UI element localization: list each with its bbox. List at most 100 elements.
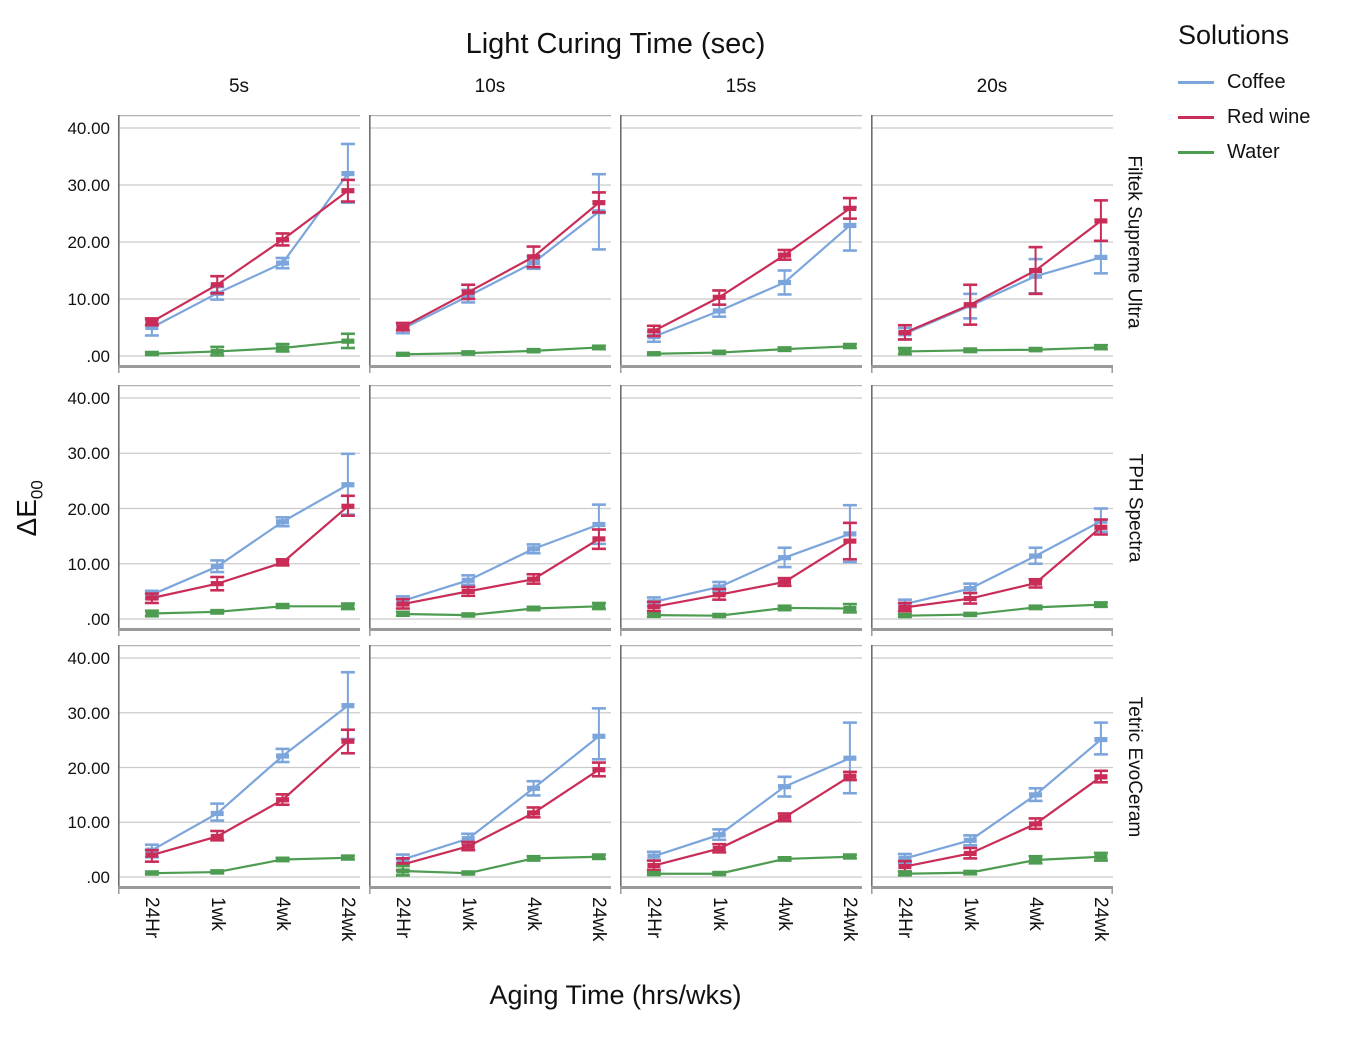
y-tick-label: 20.00 (67, 233, 110, 252)
data-point-marker (461, 870, 475, 876)
series-line (402, 201, 600, 328)
x-tick-label: 4wk (774, 897, 796, 931)
data-point-marker (647, 604, 661, 610)
data-point-marker (898, 855, 912, 861)
series-coffee (897, 239, 1108, 341)
y-tick-label: .00 (86, 868, 110, 887)
data-point-marker (712, 592, 726, 598)
data-point-marker (898, 330, 912, 336)
facet-row-label-text: Filtek Supreme Ultra (1124, 154, 1146, 329)
legend-title: Solutions (1178, 20, 1290, 50)
series-red-wine (897, 199, 1108, 341)
data-point-marker (341, 703, 355, 709)
data-point-marker (843, 755, 857, 761)
data-point-marker (712, 584, 726, 590)
data-point-marker (276, 260, 290, 266)
data-point-marker (461, 836, 475, 842)
facet-row-label: TPH Spectra (1120, 385, 1148, 631)
series-red-wine (646, 770, 857, 872)
data-point-marker (461, 289, 475, 295)
data-point-marker (1029, 580, 1043, 586)
data-point-marker (341, 188, 355, 194)
data-point-marker (843, 773, 857, 779)
data-point-marker (210, 348, 224, 355)
data-point-marker (461, 612, 475, 618)
x-axis-title: Aging Time (hrs/wks) (489, 980, 742, 1010)
data-point-marker (145, 870, 159, 876)
y-axis-label: ΔE00 (6, 385, 52, 631)
data-point-marker (145, 610, 159, 617)
series-red-wine (395, 528, 606, 610)
facet-column-header: 15s (725, 76, 757, 97)
facet-panel (118, 645, 360, 894)
data-point-marker (647, 328, 661, 334)
data-point-marker (276, 519, 290, 525)
series-line (402, 768, 600, 866)
data-point-marker (843, 605, 857, 612)
series-line (402, 523, 600, 602)
x-tick-label: 24wk (588, 897, 610, 942)
series-line (904, 775, 1102, 868)
y-tick-label: .00 (86, 610, 110, 629)
series-line (151, 483, 349, 596)
facet-panel (369, 115, 611, 373)
data-point-marker (341, 503, 355, 509)
series-coffee (144, 670, 355, 859)
x-tick-label: 1wk (206, 897, 228, 931)
data-point-marker (210, 581, 224, 587)
x-tick-label: 4wk (272, 897, 294, 931)
data-point-marker (396, 868, 410, 874)
series-line (151, 605, 348, 615)
series-line (653, 532, 851, 603)
facet-row-label: Filtek Supreme Ultra (1120, 115, 1148, 368)
data-point-marker (843, 222, 857, 229)
series-water (646, 342, 857, 357)
y-tick-label: 10.00 (67, 290, 110, 309)
series-line (904, 256, 1102, 335)
series-line (151, 740, 349, 857)
data-point-marker (712, 845, 726, 852)
facet-panel (620, 385, 862, 636)
y-tick-label: 30.00 (67, 444, 110, 464)
data-point-marker (527, 254, 541, 260)
series-red-wine (646, 196, 857, 338)
series-red-wine (897, 518, 1108, 613)
series-coffee (897, 507, 1108, 610)
data-point-marker (145, 319, 159, 325)
data-point-marker (647, 862, 661, 869)
legend: Solutions Coffee Red wine Water (1178, 20, 1353, 170)
data-point-marker (712, 349, 726, 356)
data-point-marker (963, 611, 977, 618)
series-line (653, 855, 850, 875)
data-point-marker (341, 603, 355, 609)
data-point-marker (527, 576, 541, 582)
facet-row-label-text: TPH Spectra (1124, 453, 1146, 563)
series-red-wine (646, 521, 857, 613)
facet-panel (620, 645, 862, 894)
data-point-marker (276, 797, 290, 803)
data-point-marker (210, 869, 224, 875)
legend-entry-label: Red wine (1227, 106, 1311, 128)
facet-row-label: Tetric EvoCeram (1120, 645, 1148, 889)
data-point-marker (898, 871, 912, 877)
x-tick-label: 24Hr (392, 897, 414, 939)
y-tick-label: 40.00 (67, 119, 110, 138)
data-point-marker (712, 308, 726, 314)
data-point-marker (712, 613, 726, 619)
series-line (904, 855, 1101, 875)
data-point-marker (341, 482, 355, 488)
data-point-marker (592, 767, 606, 773)
x-tick-label: 1wk (708, 897, 730, 931)
series-line (904, 738, 1102, 860)
data-point-marker (592, 344, 606, 351)
legend-entry: Red wine (1178, 100, 1353, 135)
data-point-marker (647, 853, 661, 859)
y-tick-label: 10.00 (67, 554, 110, 574)
facet-column-header: 10s (474, 76, 506, 97)
series-water (144, 854, 355, 876)
data-point-marker (778, 784, 792, 790)
legend-entries: Coffee Red wine Water (1178, 65, 1353, 170)
series-red-wine (144, 494, 355, 605)
data-point-marker (843, 205, 857, 211)
